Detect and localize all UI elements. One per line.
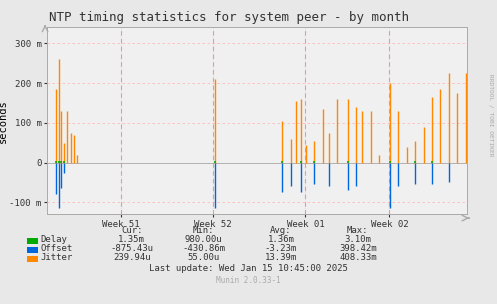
Text: 980.00u: 980.00u <box>185 235 223 244</box>
Text: 13.39m: 13.39m <box>265 253 297 262</box>
Text: 1.36m: 1.36m <box>267 235 294 244</box>
Text: Avg:: Avg: <box>270 226 292 235</box>
Text: 3.10m: 3.10m <box>344 235 371 244</box>
Text: Munin 2.0.33-1: Munin 2.0.33-1 <box>216 276 281 285</box>
Text: 1.35m: 1.35m <box>118 235 145 244</box>
Text: Offset: Offset <box>41 244 73 253</box>
Y-axis label: seconds: seconds <box>0 99 8 143</box>
Text: 55.00u: 55.00u <box>188 253 220 262</box>
Text: -875.43u: -875.43u <box>110 244 153 253</box>
Text: -430.86m: -430.86m <box>182 244 225 253</box>
Text: 398.42m: 398.42m <box>339 244 377 253</box>
Text: Cur:: Cur: <box>121 226 143 235</box>
Text: 408.33m: 408.33m <box>339 253 377 262</box>
Text: 239.94u: 239.94u <box>113 253 151 262</box>
Text: Delay: Delay <box>41 235 68 244</box>
Text: Max:: Max: <box>347 226 369 235</box>
Text: Jitter: Jitter <box>41 253 73 262</box>
Text: RRDTOOL / TOBI OETIKER: RRDTOOL / TOBI OETIKER <box>489 74 494 157</box>
Text: -3.23m: -3.23m <box>265 244 297 253</box>
Text: NTP timing statistics for system peer - by month: NTP timing statistics for system peer - … <box>49 11 409 24</box>
Text: Last update: Wed Jan 15 10:45:00 2025: Last update: Wed Jan 15 10:45:00 2025 <box>149 264 348 273</box>
Text: Min:: Min: <box>193 226 215 235</box>
